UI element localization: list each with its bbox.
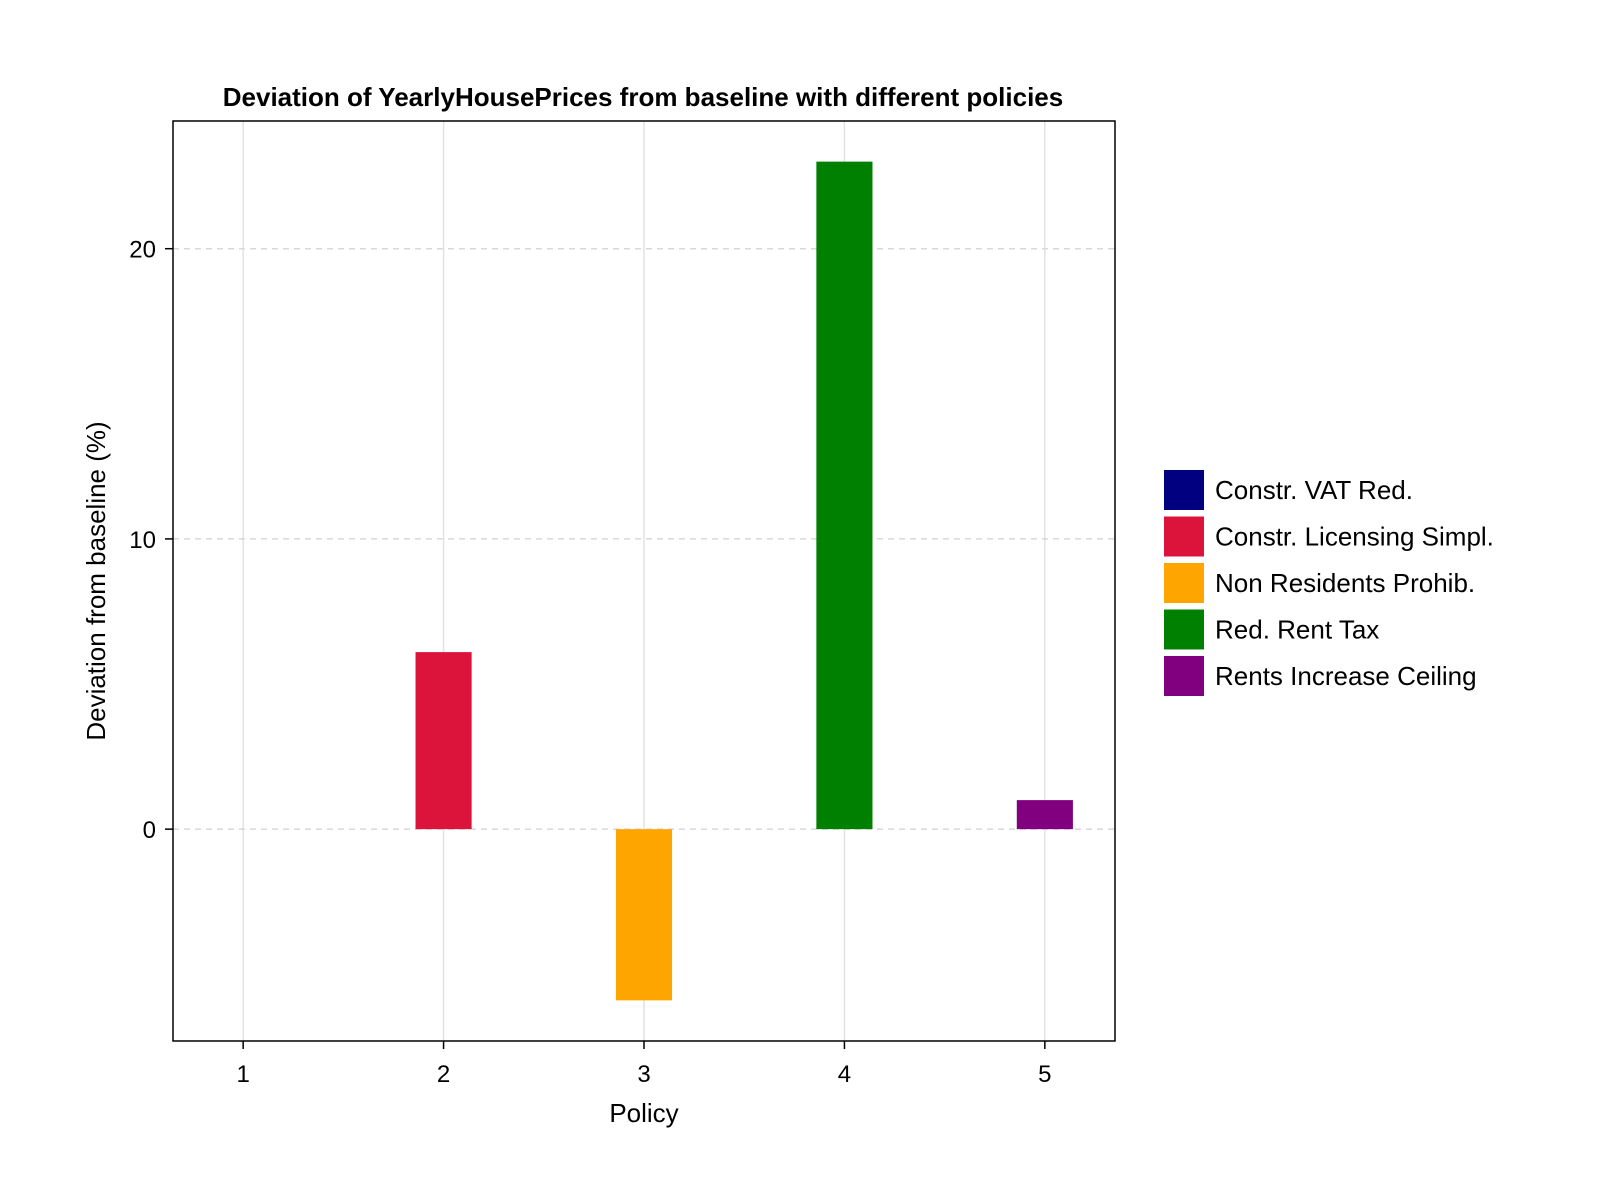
x-tick-label-3: 3 (637, 1061, 650, 1088)
y-tick-label-10: 10 (129, 527, 156, 554)
bar-policy-2 (415, 652, 472, 830)
legend-label-2: Constr. Licensing Simpl. (1215, 522, 1494, 552)
bar-policy-4 (816, 161, 873, 830)
legend-swatch-5 (1164, 656, 1204, 696)
x-ticks: 1 2 3 4 5 (236, 1041, 1052, 1088)
x-tick-label-2: 2 (437, 1061, 450, 1088)
y-axis-label: Deviation from baseline (%) (81, 421, 111, 740)
x-tick-label-1: 1 (236, 1061, 249, 1088)
y-ticks: 0 10 20 (129, 237, 173, 844)
bar-policy-3 (615, 829, 673, 1001)
bar-policy-5 (1016, 800, 1073, 830)
legend-swatch-4 (1164, 609, 1204, 650)
bars (415, 161, 1073, 1001)
legend-swatch-2 (1164, 516, 1204, 557)
legend-label-1: Constr. VAT Red. (1215, 475, 1413, 505)
chart-title: Deviation of YearlyHousePrices from base… (223, 82, 1063, 112)
x-tick-label-4: 4 (838, 1061, 851, 1088)
x-tick-label-5: 5 (1038, 1061, 1051, 1088)
y-tick-label-0: 0 (143, 817, 156, 844)
legend-swatch-1 (1164, 470, 1204, 510)
legend-label-3: Non Residents Prohib. (1215, 568, 1475, 598)
y-tick-label-20: 20 (129, 237, 156, 264)
x-axis-label: Policy (609, 1098, 678, 1128)
legend-swatch-3 (1164, 563, 1204, 603)
legend-label-4: Red. Rent Tax (1215, 615, 1379, 645)
legend: Constr. VAT Red. Constr. Licensing Simpl.… (1164, 470, 1494, 696)
legend-label-5: Rents Increase Ceiling (1215, 661, 1477, 691)
